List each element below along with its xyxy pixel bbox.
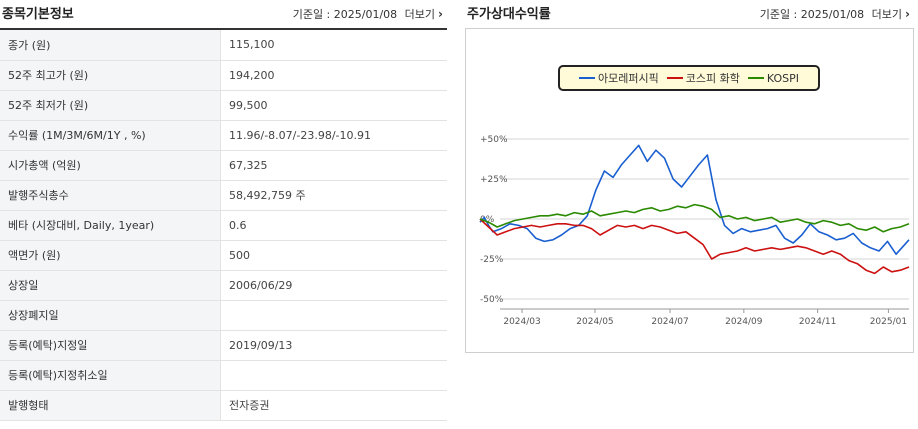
info-row: 수익률 (1M/3M/6M/1Y , %) 11.96/-8.07/-23.98/… — [0, 120, 447, 150]
basic-info-title: 종목기본정보 — [2, 7, 74, 22]
info-row-value: 0.6 — [229, 218, 247, 232]
info-row-label: 베타 (시장대비, Daily, 1year) — [0, 210, 221, 240]
x-tick-label: 2024/09 — [725, 317, 763, 327]
relative-return-meta: 기준일 : 2025/01/08 더보기 › — [760, 6, 910, 22]
series-line — [479, 203, 910, 233]
info-row-value: 99,500 — [229, 98, 268, 112]
info-row-value: 2006/06/29 — [229, 278, 293, 292]
chart-more-label[interactable]: 더보기 — [871, 8, 903, 21]
series-line — [479, 144, 910, 255]
info-row: 베타 (시장대비, Daily, 1year) 0.6 — [0, 210, 447, 240]
info-row-label: 수익률 (1M/3M/6M/1Y , %) — [0, 120, 221, 150]
info-row: 액면가 (원) 500 — [0, 240, 447, 270]
legend-swatch — [579, 77, 595, 79]
relative-return-header: 주가상대수익률 기준일 : 2025/01/08 더보기 › — [465, 0, 914, 28]
legend-item[interactable]: 아모레퍼시픽 — [579, 70, 659, 86]
info-row: 등록(예탁)지정취소일 — [0, 360, 447, 390]
info-row-label: 종가 (원) — [0, 30, 221, 60]
info-row-value: 전자증권 — [229, 399, 270, 412]
x-tick-label: 2024/11 — [799, 317, 836, 327]
info-row-value: 2019/09/13 — [229, 338, 293, 352]
legend-item[interactable]: 코스피 화학 — [666, 70, 740, 86]
x-tick-label: 2025/01 — [870, 317, 907, 327]
info-row-label: 발행주식총수 — [0, 180, 221, 210]
y-tick-label: +25% — [480, 175, 508, 185]
info-row-value — [221, 360, 448, 390]
info-row: 52주 최고가 (원) 194,200 — [0, 60, 447, 90]
info-row: 등록(예탁)지정일 2019/09/13 — [0, 330, 447, 360]
chart-base-date: 기준일 : 2025/01/08 — [759, 8, 865, 21]
info-row: 발행주식총수 58,492,759 주 — [0, 180, 447, 210]
info-row: 시가총액 (억원) 67,325 — [0, 150, 447, 180]
info-row-value — [221, 300, 448, 330]
relative-return-panel: 주가상대수익률 기준일 : 2025/01/08 더보기 › +50% +25% 0%… — [465, 0, 914, 353]
info-row-label: 52주 최저가 (원) — [0, 90, 221, 120]
x-tick-label: 2024/05 — [576, 317, 613, 327]
series-line — [479, 218, 910, 275]
info-row: 상장일 2006/06/29 — [0, 270, 447, 300]
x-tick-label: 2024/07 — [651, 317, 688, 327]
info-row-label: 상장일 — [0, 270, 221, 300]
chevron-right-icon[interactable]: › — [905, 7, 910, 21]
basic-info-header: 종목기본정보 기준일 : 2025/01/08 더보기 › — [0, 0, 447, 30]
basic-info-table: 종가 (원) 115,100 52주 최고가 (원) 194,200 52주 최저가 (… — [0, 30, 447, 421]
info-row: 52주 최저가 (원) 99,500 — [0, 90, 447, 120]
legend-swatch — [666, 77, 683, 79]
info-row-value: 67,325 — [229, 158, 268, 172]
info-row-value: 11.96/-8.07/-23.98/-10.91 — [229, 128, 371, 142]
info-row-label: 등록(예탁)지정취소일 — [0, 360, 221, 390]
info-row-value: 115,100 — [229, 38, 275, 52]
relative-return-title: 주가상대수익률 — [467, 7, 551, 22]
chevron-right-icon[interactable]: › — [438, 7, 443, 21]
legend-item[interactable]: KOSPI — [747, 71, 799, 85]
info-row: 상장폐지일 — [0, 300, 447, 330]
y-tick-label: +50% — [480, 135, 508, 145]
info-row: 종가 (원) 115,100 — [0, 30, 447, 60]
basic-info-panel: 종목기본정보 기준일 : 2025/01/08 더보기 › 종가 (원) 115,1… — [0, 0, 447, 421]
base-date: 기준일 : 2025/01/08 — [292, 8, 398, 21]
info-row-label: 시가총액 (억원) — [0, 150, 221, 180]
info-row-label: 상장폐지일 — [0, 300, 221, 330]
y-tick-label: 0% — [480, 215, 495, 225]
info-row-value: 500 — [229, 248, 250, 262]
basic-info-meta: 기준일 : 2025/01/08 더보기 › — [293, 6, 443, 22]
info-row-label: 발행형태 — [0, 390, 221, 420]
more-label[interactable]: 더보기 — [404, 8, 436, 21]
info-row-label: 52주 최고가 (원) — [0, 60, 221, 90]
chart-legend: 아모레퍼시픽 코스피 화학 KOSPI — [558, 65, 820, 91]
legend-label: 코스피 화학 — [685, 72, 740, 85]
more-link[interactable]: 더보기 › — [404, 7, 443, 21]
info-row-label: 등록(예탁)지정일 — [0, 330, 221, 360]
info-row-label: 액면가 (원) — [0, 240, 221, 270]
legend-swatch — [747, 77, 764, 79]
info-row-value: 58,492,759 주 — [229, 189, 306, 202]
chart-svg: +50% +25% 0% -25% -50% 2024/03 2024/05 2024/07 2… — [479, 135, 910, 327]
relative-return-chart: +50% +25% 0% -25% -50% 2024/03 2024/05 2024/07 2… — [465, 28, 914, 353]
y-tick-label: -25% — [480, 255, 504, 265]
chart-more-link[interactable]: 더보기 › — [871, 7, 910, 21]
x-tick-label: 2024/03 — [503, 317, 540, 327]
info-row-value: 194,200 — [229, 68, 275, 82]
legend-label: KOSPI — [766, 71, 799, 85]
info-row: 발행형태 전자증권 — [0, 390, 447, 420]
y-tick-label: -50% — [480, 295, 504, 305]
legend-label: 아모레퍼시픽 — [598, 72, 659, 85]
